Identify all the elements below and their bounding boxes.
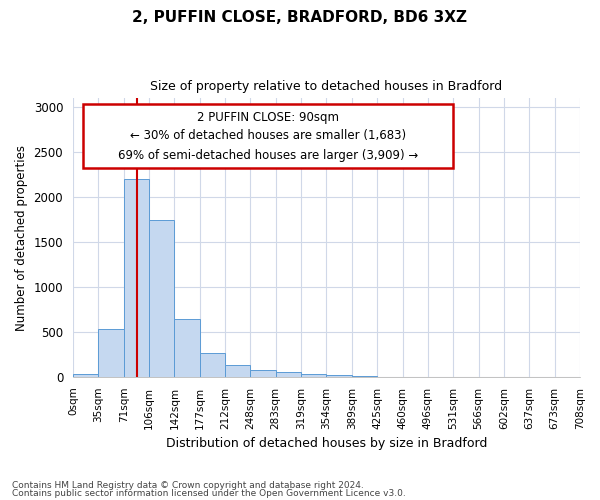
Text: ← 30% of detached houses are smaller (1,683): ← 30% of detached houses are smaller (1,… <box>130 130 406 142</box>
Bar <box>225 365 250 377</box>
Bar <box>124 179 149 377</box>
FancyBboxPatch shape <box>83 104 453 168</box>
X-axis label: Distribution of detached houses by size in Bradford: Distribution of detached houses by size … <box>166 437 487 450</box>
Y-axis label: Number of detached properties: Number of detached properties <box>15 144 28 330</box>
Bar <box>301 374 326 377</box>
Text: 69% of semi-detached houses are larger (3,909) →: 69% of semi-detached houses are larger (… <box>118 148 418 162</box>
Bar <box>149 220 175 377</box>
Bar <box>276 372 301 377</box>
Bar <box>73 374 98 377</box>
Bar <box>250 370 276 377</box>
Text: Contains HM Land Registry data © Crown copyright and database right 2024.: Contains HM Land Registry data © Crown c… <box>12 481 364 490</box>
Bar <box>200 352 225 377</box>
Title: Size of property relative to detached houses in Bradford: Size of property relative to detached ho… <box>151 80 503 93</box>
Bar <box>175 320 200 377</box>
Bar <box>326 375 352 377</box>
Text: Contains public sector information licensed under the Open Government Licence v3: Contains public sector information licen… <box>12 488 406 498</box>
Bar <box>98 329 124 377</box>
Text: 2 PUFFIN CLOSE: 90sqm: 2 PUFFIN CLOSE: 90sqm <box>197 112 339 124</box>
Text: 2, PUFFIN CLOSE, BRADFORD, BD6 3XZ: 2, PUFFIN CLOSE, BRADFORD, BD6 3XZ <box>133 10 467 25</box>
